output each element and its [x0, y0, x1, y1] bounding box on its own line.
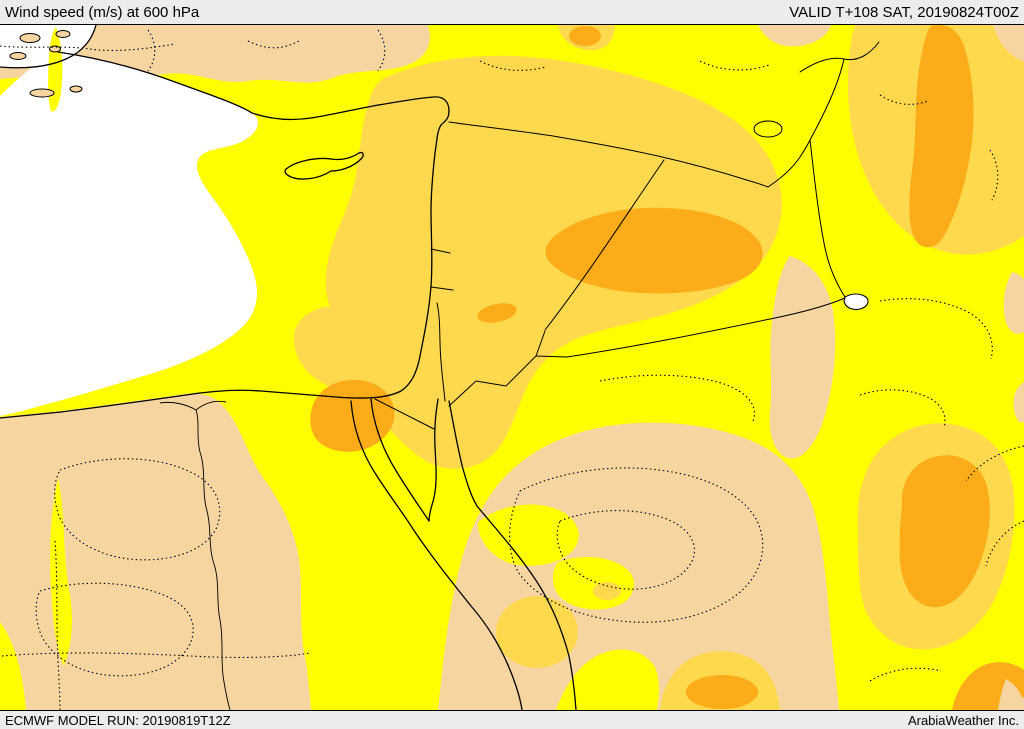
- lake-van: [753, 120, 783, 138]
- credit-label: ArabiaWeather Inc.: [907, 712, 1019, 728]
- map-header: Wind speed (m/s) at 600 hPa VALID T+108 …: [0, 0, 1024, 25]
- aegean-islands: [9, 30, 83, 98]
- coastlines: [0, 25, 869, 710]
- contour-band-1-corner-patch: [998, 679, 1024, 710]
- page-title: Wind speed (m/s) at 600 hPa: [5, 3, 200, 21]
- model-run-label: ECMWF MODEL RUN: 20190819T12Z: [5, 712, 231, 728]
- valid-time-label: VALID T+108 SAT, 20190824T00Z: [789, 3, 1019, 21]
- map-canvas: [0, 25, 1024, 710]
- map-footer: ECMWF MODEL RUN: 20190819T12Z ArabiaWeat…: [0, 710, 1024, 729]
- cyprus-island: [284, 151, 364, 180]
- dotted-contours: [0, 29, 1024, 710]
- country-borders: [374, 41, 880, 430]
- nile-river: [159, 400, 231, 710]
- wind-speed-contour-map: [0, 25, 1024, 710]
- contour-band-4-regions: [310, 25, 1024, 710]
- persian-gulf-tip: [843, 293, 869, 311]
